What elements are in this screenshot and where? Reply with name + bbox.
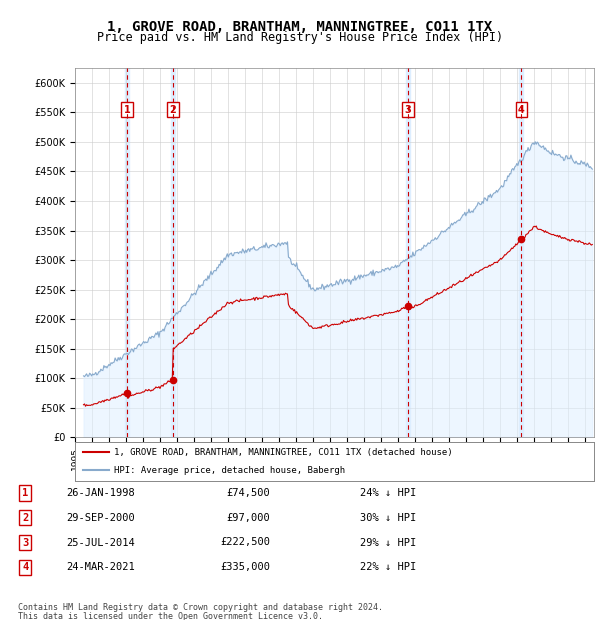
Text: 24% ↓ HPI: 24% ↓ HPI — [360, 488, 416, 498]
Text: 30% ↓ HPI: 30% ↓ HPI — [360, 513, 416, 523]
Text: 24-MAR-2021: 24-MAR-2021 — [66, 562, 135, 572]
Text: 25-JUL-2014: 25-JUL-2014 — [66, 538, 135, 547]
Text: 1, GROVE ROAD, BRANTHAM, MANNINGTREE, CO11 1TX (detached house): 1, GROVE ROAD, BRANTHAM, MANNINGTREE, CO… — [114, 448, 452, 457]
Text: HPI: Average price, detached house, Babergh: HPI: Average price, detached house, Babe… — [114, 466, 345, 475]
Text: 2: 2 — [22, 513, 28, 523]
Bar — [406, 68, 410, 437]
Text: 3: 3 — [404, 105, 411, 115]
Text: 29-SEP-2000: 29-SEP-2000 — [66, 513, 135, 523]
Bar — [519, 68, 523, 437]
Text: 22% ↓ HPI: 22% ↓ HPI — [360, 562, 416, 572]
Text: £97,000: £97,000 — [226, 513, 270, 523]
Text: £74,500: £74,500 — [226, 488, 270, 498]
Text: 3: 3 — [22, 538, 28, 547]
Text: This data is licensed under the Open Government Licence v3.0.: This data is licensed under the Open Gov… — [18, 612, 323, 620]
Text: £222,500: £222,500 — [220, 538, 270, 547]
Text: £335,000: £335,000 — [220, 562, 270, 572]
Text: 4: 4 — [518, 105, 525, 115]
Text: 1: 1 — [22, 488, 28, 498]
Text: 29% ↓ HPI: 29% ↓ HPI — [360, 538, 416, 547]
Bar — [125, 68, 129, 437]
Text: Contains HM Land Registry data © Crown copyright and database right 2024.: Contains HM Land Registry data © Crown c… — [18, 603, 383, 612]
Text: 4: 4 — [22, 562, 28, 572]
Text: 2: 2 — [169, 105, 176, 115]
Text: 26-JAN-1998: 26-JAN-1998 — [66, 488, 135, 498]
Text: 1: 1 — [124, 105, 131, 115]
Text: Price paid vs. HM Land Registry's House Price Index (HPI): Price paid vs. HM Land Registry's House … — [97, 31, 503, 44]
Bar — [171, 68, 175, 437]
Text: 1, GROVE ROAD, BRANTHAM, MANNINGTREE, CO11 1TX: 1, GROVE ROAD, BRANTHAM, MANNINGTREE, CO… — [107, 20, 493, 34]
